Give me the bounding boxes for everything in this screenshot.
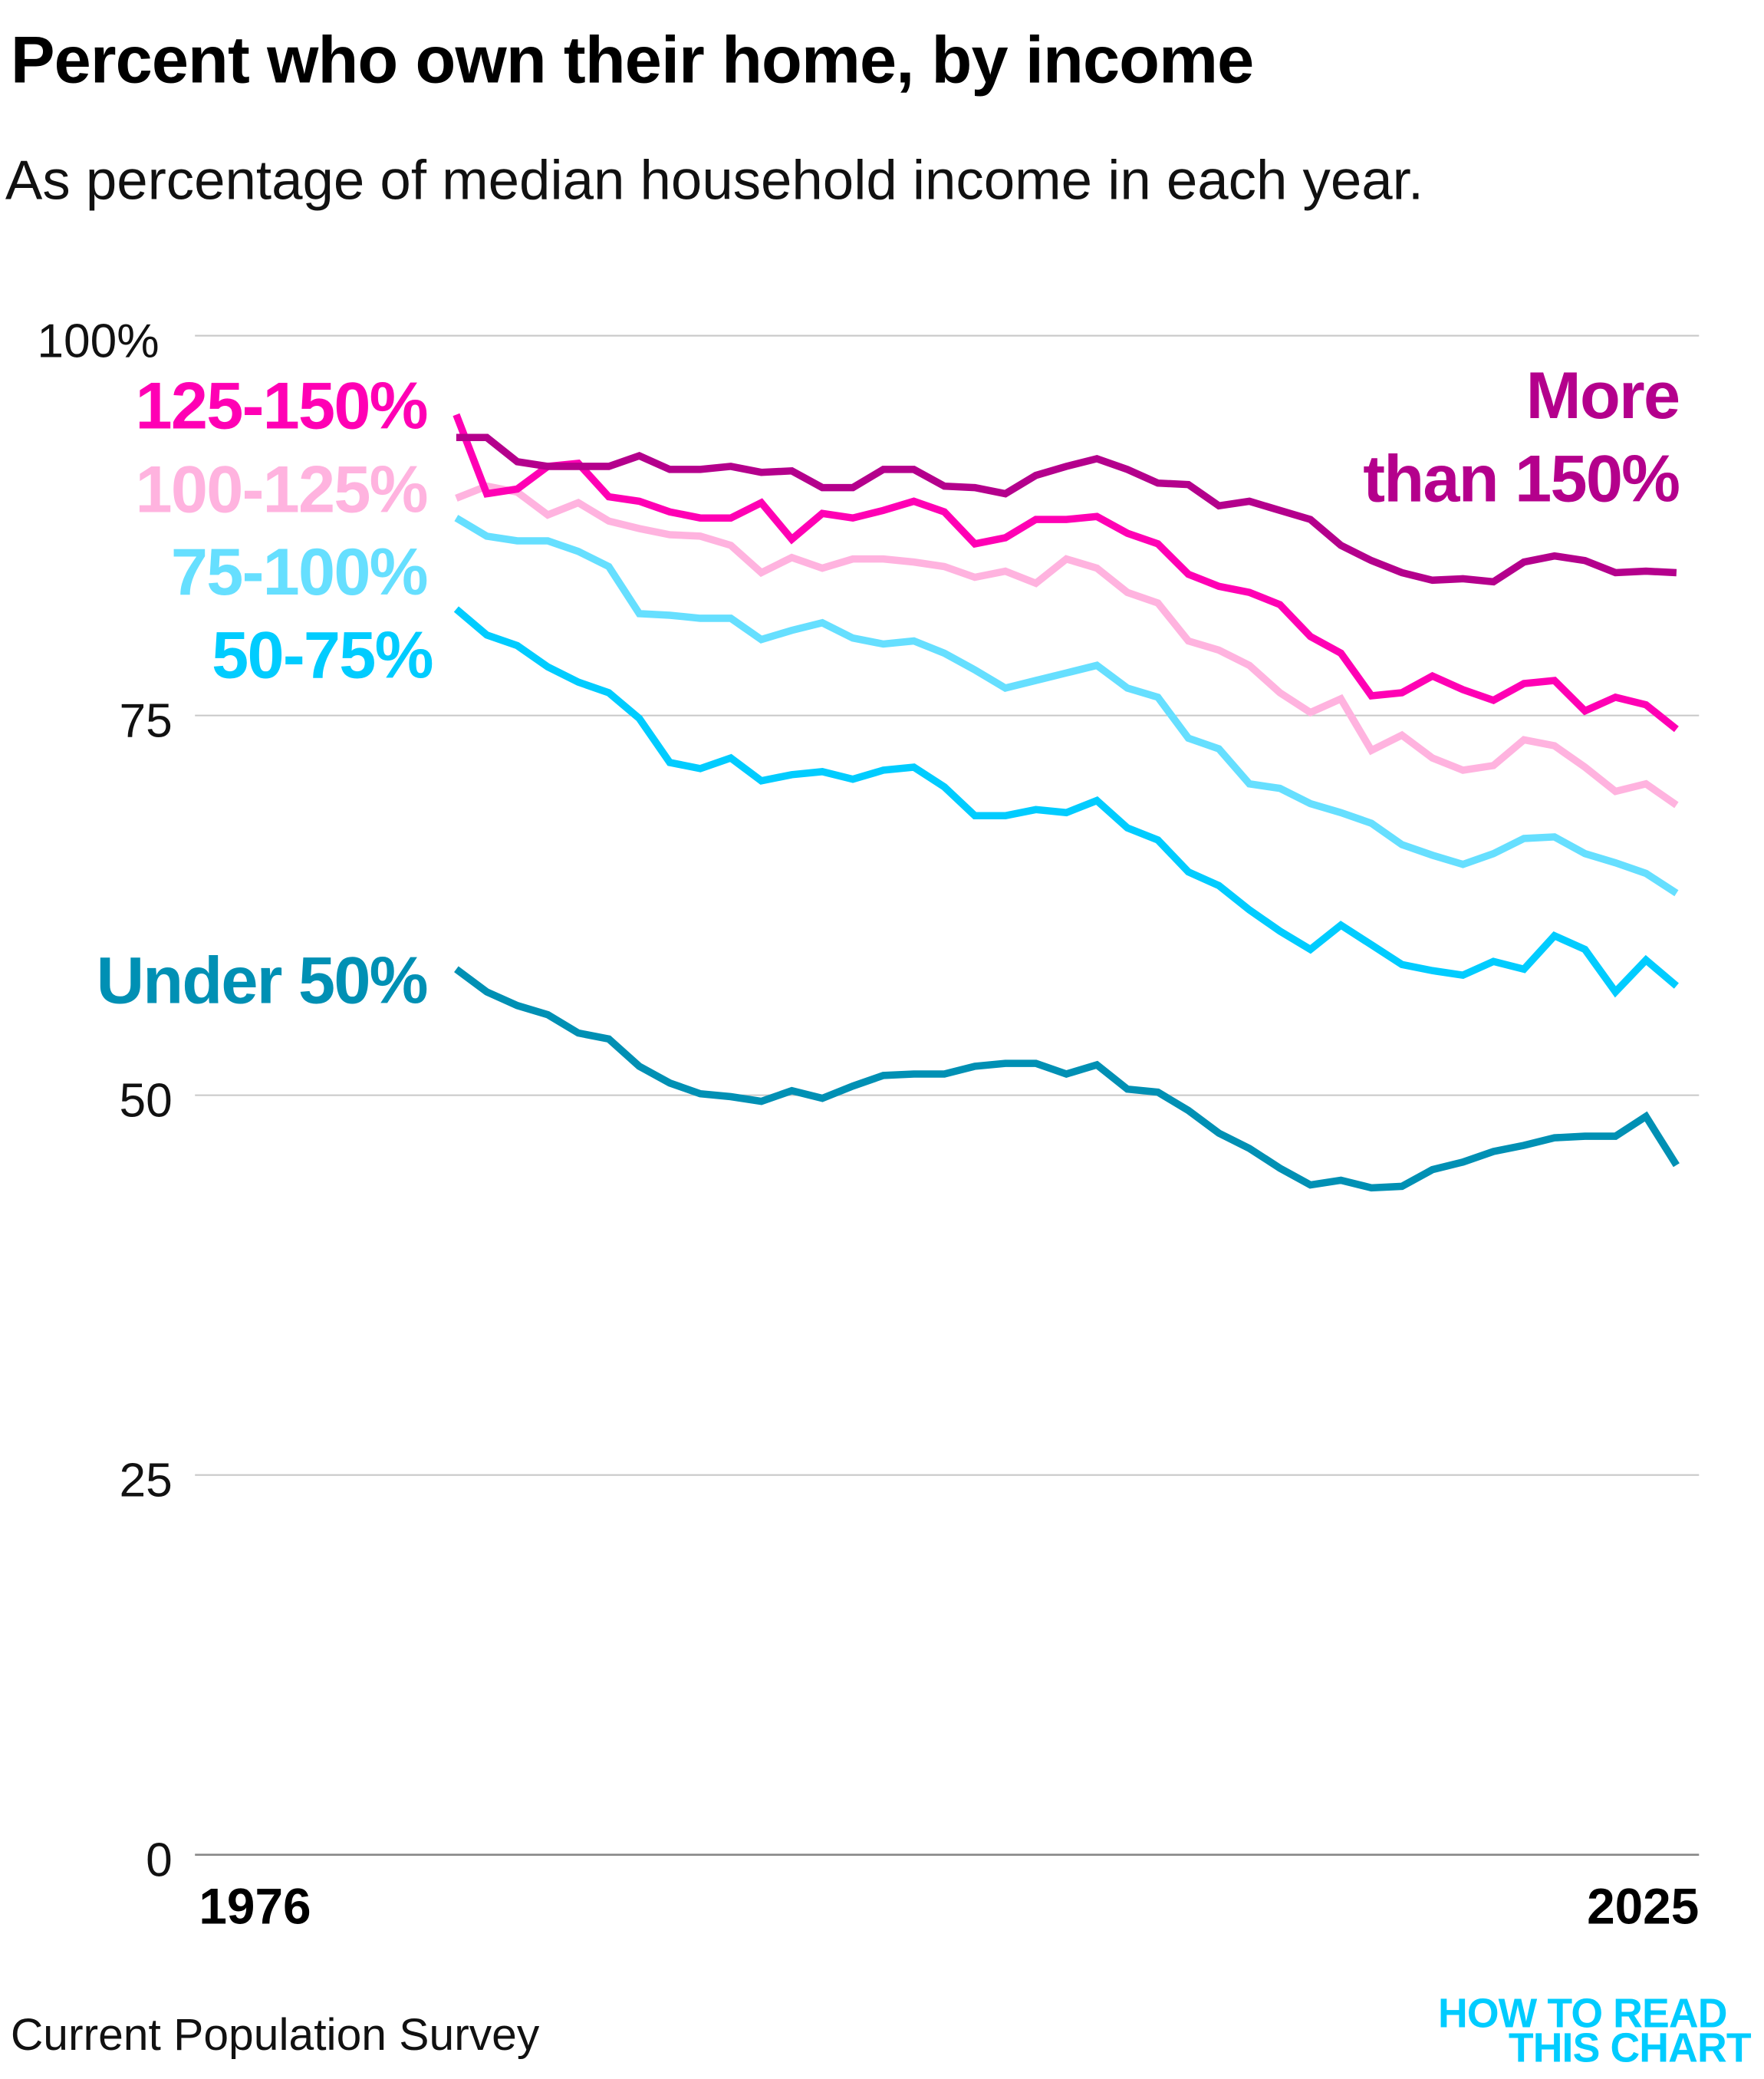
- series-line-125-150: [453, 413, 1679, 733]
- y-tick-label: 0: [146, 1834, 173, 1886]
- chart-subtitle: As percentage of median household income…: [5, 149, 1423, 211]
- y-tick-label: 25: [120, 1454, 173, 1507]
- label-more-than-150: More: [1526, 359, 1680, 433]
- svg-text:THIS CHART: THIS CHART: [1509, 2025, 1752, 2071]
- label-50-75: 50-75%: [212, 619, 433, 693]
- source-note: Current Population Survey: [11, 2010, 540, 2060]
- y-tick-label: 100%: [37, 315, 159, 367]
- brand-logo: HOW TO READ THIS CHART: [1438, 1990, 1752, 2071]
- y-tick-label: 75: [120, 694, 173, 747]
- series-line-more-than-150: [456, 433, 1677, 586]
- series-line-50-75: [453, 606, 1679, 998]
- y-tick-label: 50: [120, 1074, 173, 1127]
- label-100-125: 100-125%: [136, 453, 427, 527]
- chart-title: Percent who own their home, by income: [11, 23, 1254, 97]
- x-tick-end: 2025: [1587, 1879, 1699, 1935]
- series-lines: [453, 413, 1680, 1192]
- series-line-100-125: [455, 482, 1679, 809]
- series-line-75-100: [454, 515, 1679, 897]
- gridlines: [195, 334, 1700, 1856]
- y-axis-ticks: 0 25 50 75 100%: [37, 315, 172, 1886]
- label-under-50: Under 50%: [97, 944, 427, 1017]
- label-125-150: 125-150%: [136, 370, 427, 443]
- label-75-100: 75-100%: [171, 535, 427, 609]
- svg-text:HOW TO READ: HOW TO READ: [1438, 1990, 1727, 2036]
- label-more-than-150-line2: than 150%: [1363, 443, 1679, 516]
- x-tick-start: 1976: [199, 1879, 311, 1935]
- series-line-under-50: [454, 966, 1680, 1192]
